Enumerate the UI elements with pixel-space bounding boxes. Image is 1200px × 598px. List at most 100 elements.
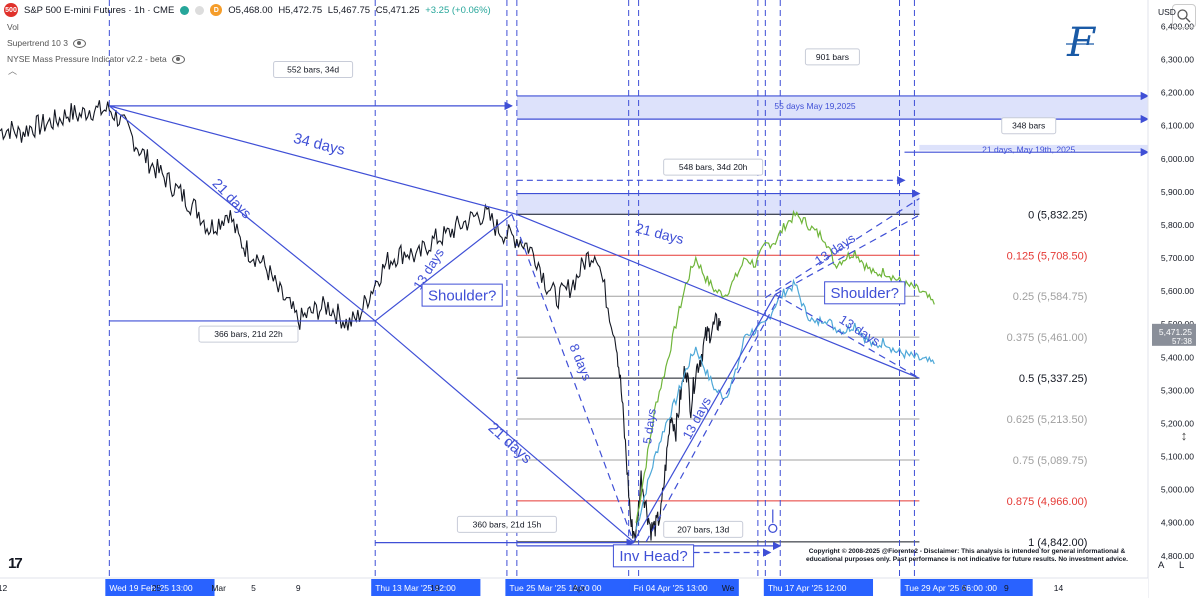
time-axis-tick-label: Thu 13 Mar '25 12:00 [375, 583, 456, 593]
price-axis-bg [1148, 0, 1200, 578]
fib-level-label: 0.375 (5,461.00) [1007, 332, 1088, 344]
auto-scale-button[interactable]: A [1158, 560, 1165, 571]
price-axis-tick-label: 5,400.00 [1161, 352, 1194, 362]
disclaimer-text: Copyright © 2008-2025 @Fiorente2 - Discl… [806, 548, 1128, 563]
mass-pressure-green-line [635, 209, 935, 523]
angled-annotation-label: 21 days [485, 419, 535, 467]
svg-text:F: F [1066, 20, 1096, 66]
bar-count-box [663, 520, 744, 538]
trendline [374, 320, 635, 543]
price-axis-tick-label: 5,000.00 [1161, 485, 1194, 495]
current-price-countdown: 57:38 [1172, 337, 1193, 346]
time-axis-tick-label: Wed 19 Feb '25 13:00 [109, 583, 192, 593]
time-axis-tick-label: Fri 04 Apr '25 13:00 [634, 583, 708, 593]
bar-count-box [1001, 117, 1057, 135]
pattern-label-box [421, 283, 503, 307]
time-axis-highlight [763, 579, 874, 596]
trendline [374, 213, 513, 322]
search-icon[interactable] [1172, 4, 1196, 28]
delayed-badge: D [210, 4, 223, 16]
fib-level-label: 0.875 (4,966.00) [1007, 496, 1088, 508]
price-axis-tick-label: 5,300.00 [1161, 385, 1194, 395]
indicator-volume[interactable]: Vol [7, 22, 19, 32]
resize-cursor-icon: ↕ [1181, 428, 1188, 443]
author-logo-icon: F [1066, 20, 1096, 66]
open-value: O5,468.00 [228, 4, 273, 16]
fib-level-label: 1 (4,842.00) [1028, 537, 1087, 549]
time-axis-tick-label: 9 [1004, 583, 1009, 593]
price-axis-tick-label: 6,200.00 [1161, 88, 1194, 98]
indicator-mass-pressure[interactable]: NYSE Mass Pressure Indicator v2.2 - beta [7, 54, 185, 64]
high-value: H5,472.75 [278, 4, 323, 16]
angled-annotation-label: 5 days [640, 408, 659, 445]
bar-count-label: 548 bars, 34d 20h [679, 162, 748, 172]
angled-annotation-label: 21 days [634, 220, 685, 247]
bar-count-label: 55 days May 19,2025 [774, 101, 856, 111]
indicator-supertrend-label: Supertrend 10 3 [7, 38, 68, 48]
time-axis-tick-label: 12 [0, 583, 7, 593]
ohlc-values: O5,468.00 H5,472.75 L5,467.75 C5,471.25 … [228, 5, 493, 16]
angled-annotation-label: 8 days [567, 342, 595, 384]
current-price-value: 5,471.25 [1159, 327, 1192, 337]
price-axis-tick-label: 6,000.00 [1161, 154, 1194, 164]
indicator-mass-pressure-label: NYSE Mass Pressure Indicator v2.2 - beta [7, 54, 167, 64]
pattern-label-text: Inv Head? [619, 548, 687, 565]
fib-level-label: 0.5 (5,337.25) [1019, 373, 1088, 385]
current-price-tag [1152, 323, 1196, 346]
price-series-line [0, 100, 722, 541]
trendline [645, 294, 781, 543]
bar-count-label: 21 days, May 19th, 2025 [982, 145, 1075, 155]
trendline [774, 214, 920, 295]
trendline [633, 294, 776, 543]
collapse-indicators-chevron-icon[interactable]: ︿ [8, 66, 18, 76]
time-axis-tick-label: Tue 29 Apr '25 06:00 :00 [904, 583, 997, 593]
visibility-eye-icon[interactable] [171, 54, 185, 64]
time-axis-tick-label: We [722, 583, 735, 593]
projection-band [919, 144, 1148, 151]
symbol-badge[interactable]: 500 [4, 3, 18, 17]
bar-count-label: 207 bars, 13d [677, 524, 729, 534]
time-axis-highlight [900, 579, 1033, 596]
trendline [108, 105, 376, 322]
bar-count-box [804, 48, 860, 66]
bar-count-box [456, 515, 557, 533]
indicator-volume-label: Vol [7, 22, 19, 32]
indicator-supertrend[interactable]: Supertrend 10 3 [7, 38, 86, 48]
pattern-label-text: Shoulder? [831, 285, 899, 302]
trendline [774, 293, 920, 379]
bar-count-label: 901 bars [816, 52, 849, 62]
price-axis-tick-label: 5,100.00 [1161, 452, 1194, 462]
time-axis-highlight [505, 579, 633, 596]
bar-count-label: 552 bars, 34d [287, 64, 339, 74]
currency-label[interactable]: USD [1158, 7, 1176, 17]
price-axis-tick-label: 4,900.00 [1161, 518, 1194, 528]
time-axis-highlight [629, 579, 739, 596]
price-axis-tick-label: 6,100.00 [1161, 121, 1194, 131]
projection-band [516, 95, 1148, 120]
angled-annotation-label: 21 days [209, 175, 255, 221]
pattern-label-text: Shoulder? [428, 288, 496, 305]
time-axis-tick-label: 9 [296, 583, 301, 593]
chart-title[interactable]: S&P 500 E-mini Futures · 1h · CME [24, 4, 175, 16]
time-axis-tick-label: 19 [430, 583, 440, 593]
trendline [516, 213, 920, 379]
change-value: +3.25 (+0.06%) [425, 4, 491, 16]
log-scale-button[interactable]: L [1178, 560, 1185, 571]
bar-count-label: 360 bars, 21d 15h [473, 519, 542, 529]
tradingview-logo-icon[interactable]: 17 [8, 555, 23, 572]
price-axis-tick-label: 6,400.00 [1161, 21, 1194, 31]
status-dot [195, 5, 205, 15]
visibility-eye-icon[interactable] [72, 38, 86, 48]
bar-count-box [198, 325, 299, 343]
angled-annotation-label: 13 days [679, 394, 714, 442]
fib-level-label: 0.25 (5,584.75) [1013, 291, 1088, 303]
time-axis-tick-label: 5 [251, 583, 256, 593]
bar-count-box [273, 60, 354, 78]
price-axis-tick-label: 5,900.00 [1161, 187, 1194, 197]
time-axis-tick-label: Tue 25 Mar '25 13:00 00 [509, 583, 601, 593]
bar-count-label: 348 bars [1012, 121, 1045, 131]
bar-count-box [663, 158, 764, 176]
projection-band [516, 193, 920, 216]
price-axis-tick-label: 6,300.00 [1161, 55, 1194, 65]
